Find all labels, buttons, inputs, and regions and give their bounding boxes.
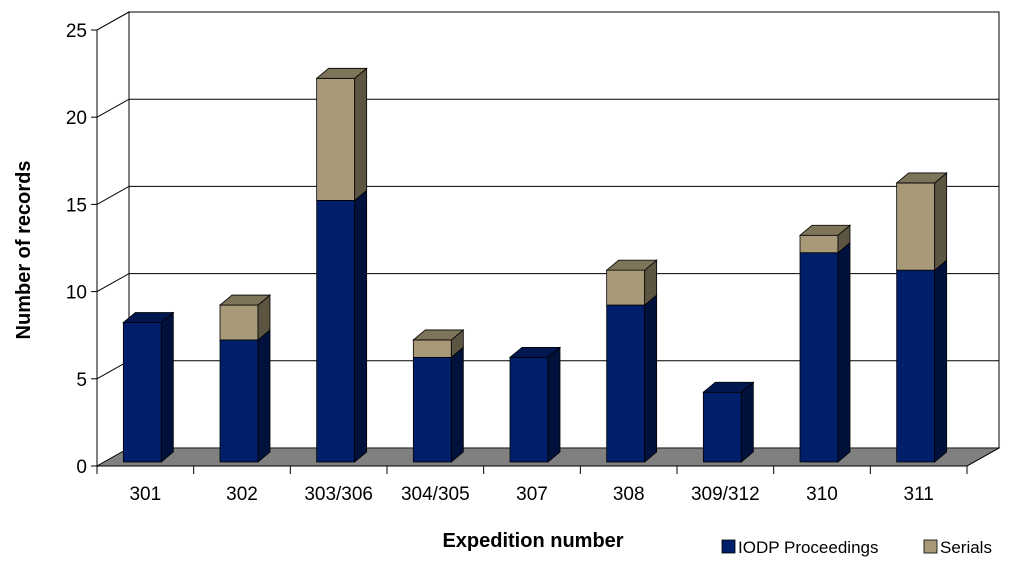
x-tick-labels: 301 302 303/306 304/305 307 308 309/312 310 311	[129, 484, 933, 505]
legend-label-iodp-proceedings: IODP Proceedings	[738, 538, 878, 557]
bar-group-304-305	[412, 329, 465, 463]
y-tick-label: 15	[66, 195, 87, 216]
bar-iodp-proceedings-301	[122, 322, 162, 463]
bar-side-iodp-proceedings-309-312	[740, 381, 754, 463]
bar-side-iodp-proceedings-307	[547, 346, 561, 463]
legend-label-serials: Serials	[940, 538, 992, 557]
x-tick-label: 304/305	[401, 484, 470, 505]
gridline	[96, 185, 999, 205]
y-tick-label: 0	[76, 457, 87, 478]
y-axis-title: Number of records	[13, 161, 35, 340]
bar-top-303-306	[315, 67, 368, 79]
bar-serials-302	[219, 304, 259, 341]
bar-top-308	[605, 259, 658, 271]
bar-top-311	[895, 172, 948, 184]
x-tick-label: 307	[516, 484, 548, 505]
bar-iodp-proceedings-302	[219, 339, 259, 463]
bar-group-303-306	[315, 67, 368, 463]
x-tick-label: 302	[226, 484, 258, 505]
y-tick-label: 20	[66, 108, 87, 129]
legend-swatch-iodp-proceedings	[721, 539, 736, 554]
bar-top-309-312	[702, 381, 755, 393]
bar-group-302	[218, 294, 272, 463]
bar-side-iodp-proceedings-301	[160, 311, 174, 463]
gridline	[96, 98, 999, 118]
bar-serials-304-305	[412, 339, 452, 358]
bar-side-serials-303-306	[354, 67, 368, 202]
legend: IODP Proceedings Serials	[721, 538, 992, 557]
bars	[122, 67, 948, 463]
y-tick-label: 25	[66, 21, 87, 42]
x-tick-label: 308	[613, 484, 645, 505]
bar-top-304-305	[412, 329, 465, 341]
bar-iodp-proceedings-311	[896, 269, 936, 463]
bar-side-iodp-proceedings-302	[257, 329, 271, 463]
x-tick-label: 311	[904, 484, 934, 505]
bar-top-302	[218, 294, 272, 306]
bar-iodp-proceedings-308	[606, 304, 646, 463]
bar-serials-311	[896, 182, 936, 271]
bar-side-iodp-proceedings-304-305	[450, 346, 464, 463]
bar-iodp-proceedings-307	[509, 356, 549, 463]
bar-top-301	[122, 312, 175, 323]
bar-serials-303-306	[316, 77, 356, 201]
x-tick-label: 301	[129, 484, 161, 505]
axes	[91, 29, 1000, 474]
bar-iodp-proceedings-303-306	[316, 199, 356, 463]
gridline	[96, 11, 999, 31]
bar-group-307	[508, 346, 562, 463]
bar-side-iodp-proceedings-308	[644, 294, 658, 463]
bar-iodp-proceedings-310	[799, 252, 839, 463]
bar-iodp-proceedings-309-312	[702, 391, 742, 463]
bar-group-309-312	[702, 381, 755, 463]
legend-swatch-serials	[923, 539, 938, 554]
bar-side-iodp-proceedings-311	[934, 259, 948, 463]
bar-group-301	[122, 311, 175, 463]
bar-top-307	[508, 346, 562, 358]
bar-serials-308	[606, 269, 646, 306]
y-tick-label: 5	[76, 370, 87, 391]
bar-side-serials-311	[934, 172, 948, 272]
x-tick-label: 310	[806, 484, 838, 505]
bar-iodp-proceedings-304-305	[412, 356, 452, 463]
gridline	[96, 273, 999, 293]
bar-side-iodp-proceedings-310	[837, 241, 851, 463]
x-tick-label: 309/312	[691, 484, 760, 505]
x-tick-label: 303/306	[304, 484, 373, 505]
bar-serials-310	[799, 234, 839, 254]
bar-side-iodp-proceedings-303-306	[354, 189, 368, 463]
bar-group-310	[798, 224, 852, 463]
x-axis-title: Expedition number	[442, 530, 623, 552]
y-tick-label: 10	[66, 283, 87, 304]
bar-group-308	[605, 259, 658, 463]
y-tick-labels: 0 5 10 15 20 25	[66, 21, 87, 478]
bar-top-310	[798, 224, 852, 236]
bar-group-311	[895, 172, 948, 463]
